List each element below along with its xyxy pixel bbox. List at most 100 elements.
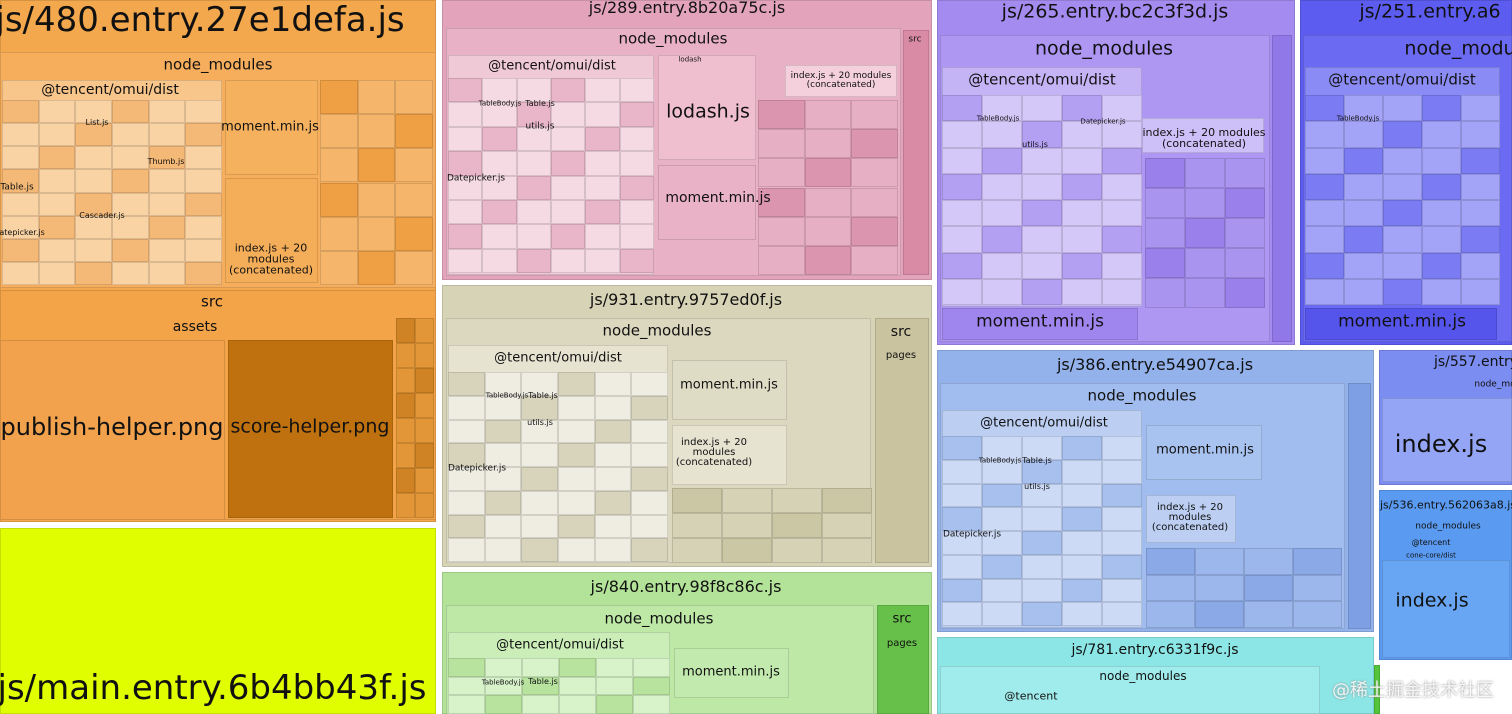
module-tile [320, 216, 358, 251]
module-tile [1022, 507, 1062, 531]
module-tile [1062, 121, 1102, 148]
tile-label: moment.min.js [665, 190, 771, 206]
module-tile [585, 126, 620, 152]
module-tile [942, 121, 982, 148]
module [942, 308, 1138, 340]
module-tile [982, 554, 1022, 579]
module-tile [1022, 252, 1062, 279]
module-tile [851, 158, 898, 188]
module-tile [448, 175, 483, 200]
module-tile [1344, 121, 1383, 148]
module-tile [982, 459, 1022, 484]
module-tile [804, 129, 852, 159]
module-tile [1102, 459, 1142, 484]
module-tile [1422, 200, 1461, 227]
module-tile [672, 488, 722, 513]
module-tile [619, 224, 654, 249]
module-tile [982, 507, 1022, 531]
module-tile [1146, 548, 1195, 575]
module-tile [1461, 226, 1500, 253]
module-tile [551, 175, 586, 200]
module-tile [148, 192, 186, 216]
module-tile [448, 151, 483, 176]
module-tile [596, 676, 633, 696]
tile-label: Datepicker.js [447, 463, 507, 474]
module-tile [1383, 278, 1422, 305]
module-tile [448, 676, 485, 696]
module-tile [1461, 121, 1500, 148]
module-tile [558, 467, 595, 491]
module-tile [982, 436, 1022, 460]
module-tile [112, 215, 149, 239]
module-tile [516, 224, 551, 249]
module-tile [559, 658, 596, 677]
module-tile [1062, 483, 1102, 508]
module-tile [722, 488, 772, 513]
module-tile [522, 676, 559, 696]
module-tile [1305, 173, 1344, 200]
module-tile [448, 102, 483, 127]
tile-label: pages [885, 350, 917, 361]
module-tile [522, 658, 559, 677]
module-tile [185, 215, 222, 239]
module-tile [1145, 188, 1185, 218]
module-tile [148, 146, 186, 170]
module-tile [1195, 548, 1244, 575]
module-tile [1022, 95, 1062, 122]
module-tile [448, 248, 483, 273]
tile-label: TableBody.js [1336, 114, 1380, 123]
module-tile [1062, 459, 1102, 484]
module-tile [112, 100, 149, 124]
chunk[interactable] [0, 528, 436, 714]
module-tile [1383, 147, 1422, 174]
tile-label: Datepicker.js [446, 173, 506, 184]
module-tile [594, 467, 632, 491]
module-tile [484, 467, 522, 491]
module-tile [822, 513, 872, 538]
module-tile [1102, 578, 1142, 603]
tile-label: @tencent/omui/dist [488, 58, 616, 74]
module-tile [448, 695, 485, 714]
module-tile [631, 443, 668, 467]
tile-label: src [892, 611, 912, 627]
module-tile [551, 126, 586, 152]
module-tile [822, 538, 872, 563]
tile-label: index.js + 20 modules (concatenated) [1142, 126, 1266, 150]
module-tile [1102, 554, 1142, 579]
module-tile [1022, 578, 1062, 603]
folder [1348, 383, 1371, 629]
module-tile [2, 238, 39, 262]
module-tile [1344, 173, 1383, 200]
module-tile [942, 252, 982, 279]
module-tile [551, 151, 586, 176]
module-tile [942, 226, 982, 253]
module-tile [942, 602, 982, 626]
module-tile [485, 695, 522, 714]
chunk-title: js/557.entry [1433, 354, 1512, 370]
module-tile [1062, 173, 1102, 200]
module-tile [112, 146, 149, 170]
module-tile [1062, 226, 1102, 253]
module-tile [1383, 226, 1422, 253]
module-tile [521, 514, 558, 539]
module-tile [185, 192, 222, 216]
module-tile [38, 100, 76, 124]
module-tile [1062, 252, 1102, 279]
chunk-title: js/251.entry.a6 [1359, 0, 1501, 23]
tile-label: index.js + 20 modules (concatenated) [1151, 502, 1229, 533]
module-tile [484, 443, 522, 467]
module-tile [1293, 548, 1342, 575]
module-tile [521, 372, 558, 396]
module [672, 425, 787, 485]
module-tile [75, 215, 112, 239]
module-tile [596, 658, 633, 677]
module-tile [1022, 147, 1062, 174]
tile-label: TableBody.js [485, 391, 529, 400]
module-tile [559, 695, 596, 714]
module-tile [982, 121, 1022, 148]
module-tile [482, 102, 517, 127]
module-tile [551, 248, 586, 273]
module-tile [1062, 507, 1102, 531]
module-tile [594, 372, 632, 396]
module [658, 165, 756, 240]
